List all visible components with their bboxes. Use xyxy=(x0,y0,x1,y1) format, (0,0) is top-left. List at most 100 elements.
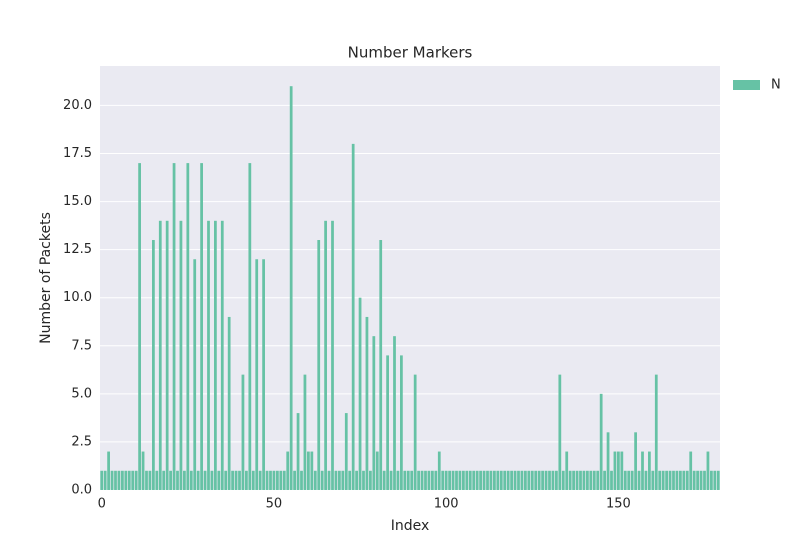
bar xyxy=(372,336,376,490)
plot-area xyxy=(100,66,720,490)
bar xyxy=(296,413,300,490)
bar xyxy=(127,470,131,490)
bar xyxy=(534,470,538,490)
bar xyxy=(503,470,507,490)
bar xyxy=(499,470,503,490)
bar xyxy=(634,432,637,490)
bar xyxy=(710,470,713,490)
bar xyxy=(327,470,331,490)
y-axis-label: Number of Packets xyxy=(38,212,54,344)
bar xyxy=(248,163,252,491)
bar xyxy=(341,470,345,490)
bar xyxy=(596,470,600,490)
bar xyxy=(307,451,310,490)
bar xyxy=(189,470,193,490)
bar xyxy=(530,470,534,490)
bar xyxy=(400,355,403,490)
bar xyxy=(589,470,593,490)
bar xyxy=(558,374,562,490)
bar xyxy=(310,451,314,490)
bar xyxy=(644,470,648,490)
bar xyxy=(617,451,620,490)
bar xyxy=(276,470,279,490)
bar xyxy=(231,470,234,490)
y-tick-label: 2.5 xyxy=(71,434,92,449)
bar xyxy=(475,470,479,490)
bar xyxy=(114,470,117,490)
bar xyxy=(427,470,431,490)
bar xyxy=(110,470,114,490)
bar xyxy=(282,470,286,490)
bar xyxy=(568,470,572,490)
bar xyxy=(386,355,389,490)
bar xyxy=(682,470,686,490)
bar xyxy=(637,470,641,490)
bar xyxy=(214,220,217,491)
bar xyxy=(351,143,355,490)
bar xyxy=(196,470,200,490)
bar xyxy=(234,470,238,490)
bar xyxy=(165,220,169,491)
bar xyxy=(279,470,283,490)
bar xyxy=(158,220,162,491)
bar xyxy=(641,451,644,490)
bar xyxy=(200,163,203,491)
bar xyxy=(610,470,613,490)
bar xyxy=(462,470,465,490)
bar xyxy=(696,470,699,490)
bar xyxy=(107,451,110,490)
bar xyxy=(138,163,141,491)
bar xyxy=(513,470,517,490)
bar xyxy=(544,470,548,490)
bar xyxy=(679,470,682,490)
bar xyxy=(169,470,172,490)
bar xyxy=(162,470,166,490)
bar xyxy=(365,316,369,490)
bar xyxy=(437,451,441,490)
bar xyxy=(300,470,303,490)
bar xyxy=(613,451,617,490)
y-tick-label: 17.5 xyxy=(63,146,92,161)
bar xyxy=(324,220,327,491)
bar xyxy=(668,470,672,490)
bar xyxy=(141,451,145,490)
bar xyxy=(303,374,307,490)
bar xyxy=(451,470,455,490)
bar xyxy=(245,470,248,490)
bar xyxy=(251,470,255,490)
bar xyxy=(654,374,658,490)
bar xyxy=(369,470,372,490)
bar xyxy=(592,470,596,490)
bar xyxy=(183,470,186,490)
bar xyxy=(134,470,138,490)
bar xyxy=(348,470,352,490)
bar xyxy=(493,470,496,490)
bar xyxy=(241,374,245,490)
bar xyxy=(217,470,221,490)
bar xyxy=(572,470,575,490)
bar xyxy=(227,316,231,490)
y-tick-label: 10.0 xyxy=(63,290,92,305)
bar xyxy=(465,470,469,490)
bar xyxy=(103,470,107,490)
bar xyxy=(258,470,262,490)
bar xyxy=(606,432,610,490)
bar xyxy=(431,470,434,490)
bar xyxy=(548,470,551,490)
y-tick-label: 7.5 xyxy=(71,338,92,353)
bar xyxy=(472,470,476,490)
bar xyxy=(527,470,531,490)
bar xyxy=(689,451,693,490)
bar xyxy=(338,470,341,490)
bar xyxy=(379,240,383,490)
bar xyxy=(220,220,224,491)
bar xyxy=(293,470,296,490)
bar xyxy=(410,470,414,490)
bar xyxy=(561,470,565,490)
bar xyxy=(579,470,582,490)
bar xyxy=(413,374,417,490)
bar xyxy=(524,470,527,490)
y-tick-label: 0.0 xyxy=(71,483,92,498)
bar xyxy=(389,470,393,490)
